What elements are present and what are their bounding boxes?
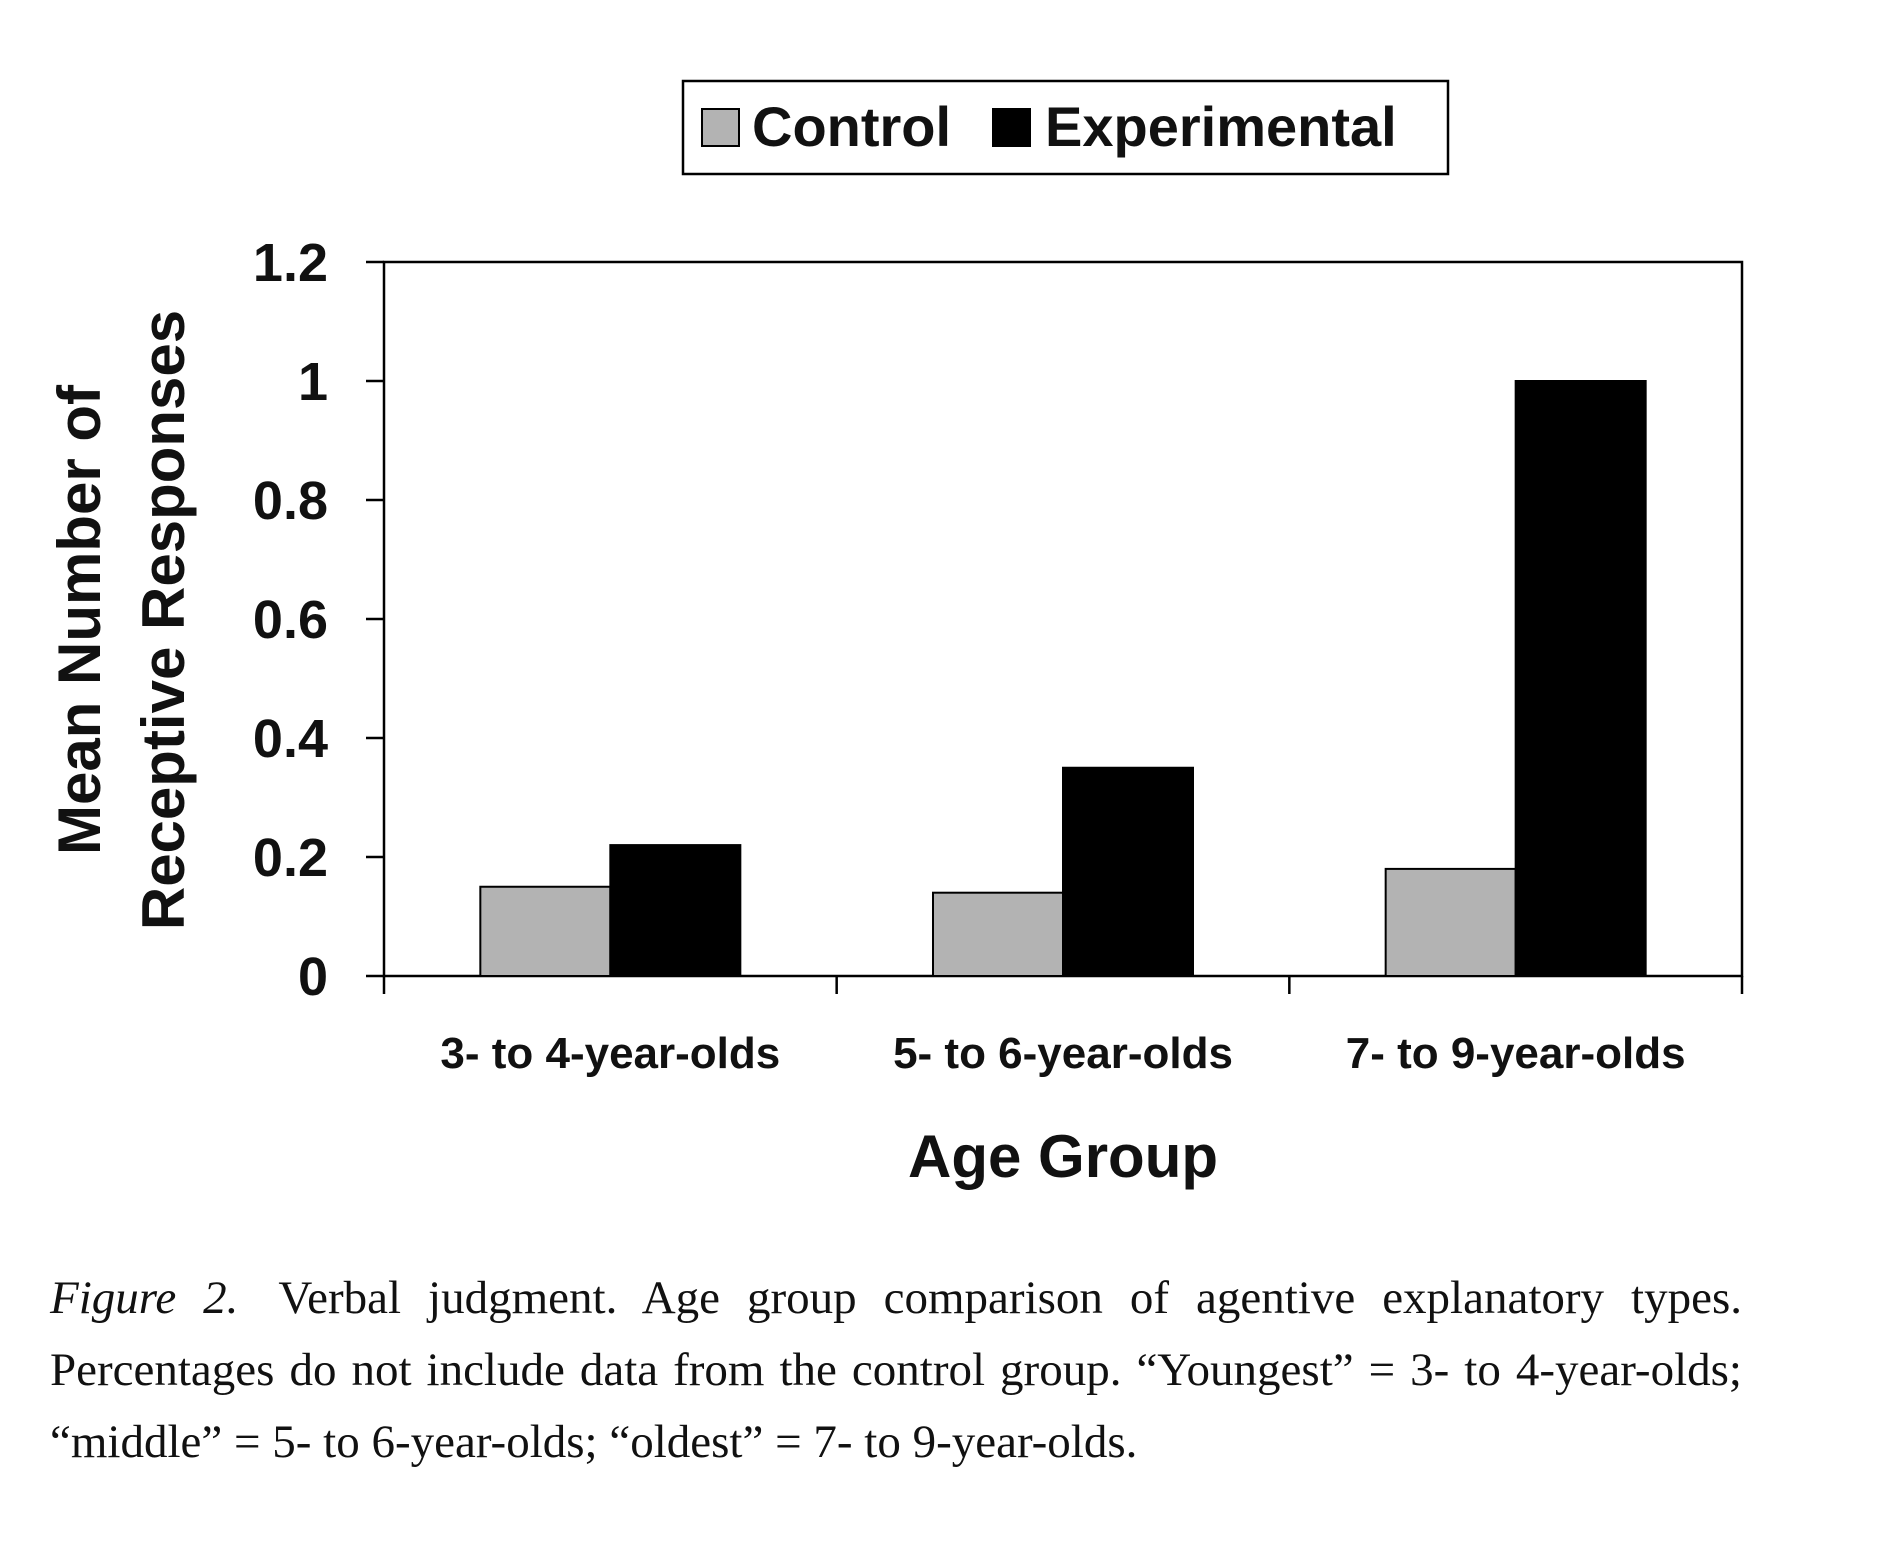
legend-label-control: Control [752,95,951,158]
y-tick-label: 0.4 [253,709,328,769]
legend-box [681,79,1450,176]
legend-swatch-experimental [992,108,1031,147]
legend: Control Experimental [681,79,1450,176]
bar-experimental-1 [609,844,742,977]
y-tick-label: 0 [298,947,328,1007]
y-axis: 0 0.2 0.4 0.6 0.8 1 1.2 [253,233,384,1007]
y-axis-title: Mean Number of Receptive Responses [46,310,197,930]
legend-label-experimental: Experimental [1045,95,1397,158]
bar-control-3 [1384,867,1517,978]
caption-text: Verbal judgment. Age group comparison of… [50,1272,1742,1468]
figure-caption: Figure 2. Verbal judgment. Age group comp… [50,1262,1742,1478]
x-category-label: 7- to 9-year-olds [1346,1029,1686,1078]
category-labels: 3- to 4-year-olds 5- to 6-year-olds 7- to … [440,1029,1685,1078]
bar-chart: Control Experimental 0 0.2 0.4 0.6 0.8 1 1.2 3… [46,79,1744,1190]
legend-swatch-control [701,108,740,147]
y-tick-label: 0.8 [253,471,328,531]
bar-experimental-3 [1514,380,1647,977]
y-tick-label: 1 [298,352,328,412]
bar-control-2 [932,891,1064,978]
bar-control-1 [479,885,612,977]
x-category-label: 5- to 6-year-olds [893,1029,1233,1078]
y-tick-label: 0.6 [253,590,328,650]
y-tick-label: 1.2 [253,233,328,293]
x-axis [382,976,1744,994]
x-category-label: 3- to 4-year-olds [440,1029,780,1078]
y-axis-title-line-2: Receptive Responses [130,310,197,930]
figure-label: Figure 2. [50,1272,239,1324]
bars [479,380,1647,978]
bar-experimental-2 [1062,766,1194,977]
y-axis-title-line-1: Mean Number of [46,384,113,855]
y-tick-label: 0.2 [253,828,328,888]
x-axis-title: Age Group [908,1123,1218,1190]
